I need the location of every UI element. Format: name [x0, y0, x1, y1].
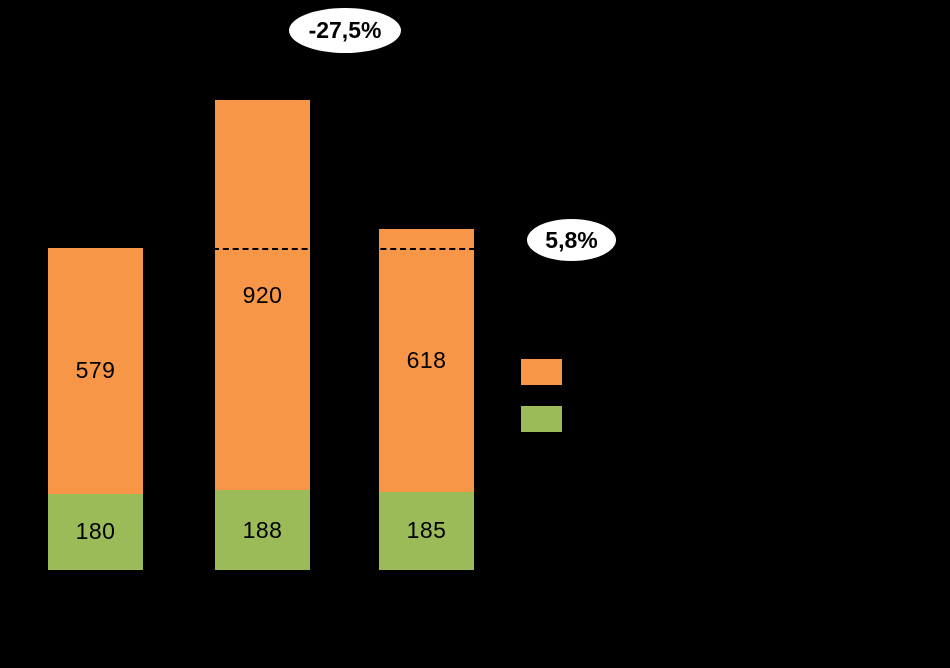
bar3-orange-value: 618 — [406, 346, 447, 373]
percent-change-callout-1-text: -27,5% — [308, 17, 382, 43]
percent-change-callout-2-text: 5,8% — [545, 226, 598, 253]
percent-change-callout-1: -27,5% — [289, 8, 401, 53]
bar1-green-segment: 180 — [48, 493, 143, 570]
bar1-green-value: 180 — [75, 518, 116, 545]
bar-group-2: 920 188 — [215, 100, 310, 570]
bar2-orange-value: 920 — [242, 281, 283, 308]
bar3-green-segment: 185 — [379, 491, 474, 570]
bar1-orange-segment: 579 — [48, 248, 143, 494]
bar3-green-value: 185 — [406, 517, 447, 544]
legend-swatch-orange — [521, 359, 562, 385]
reference-dashed-line — [213, 248, 475, 251]
bar3-orange-segment: 618 — [379, 229, 474, 492]
bar1-orange-value: 579 — [75, 357, 116, 384]
percent-change-callout-2: 5,8% — [527, 219, 616, 261]
bar2-green-segment: 188 — [215, 490, 310, 570]
bar-group-1: 579 180 — [48, 248, 143, 570]
bar2-orange-segment: 920 — [215, 100, 310, 491]
bar2-green-value: 188 — [242, 516, 283, 543]
bar-group-3: 618 185 — [379, 229, 474, 570]
legend-swatch-green — [521, 406, 562, 432]
